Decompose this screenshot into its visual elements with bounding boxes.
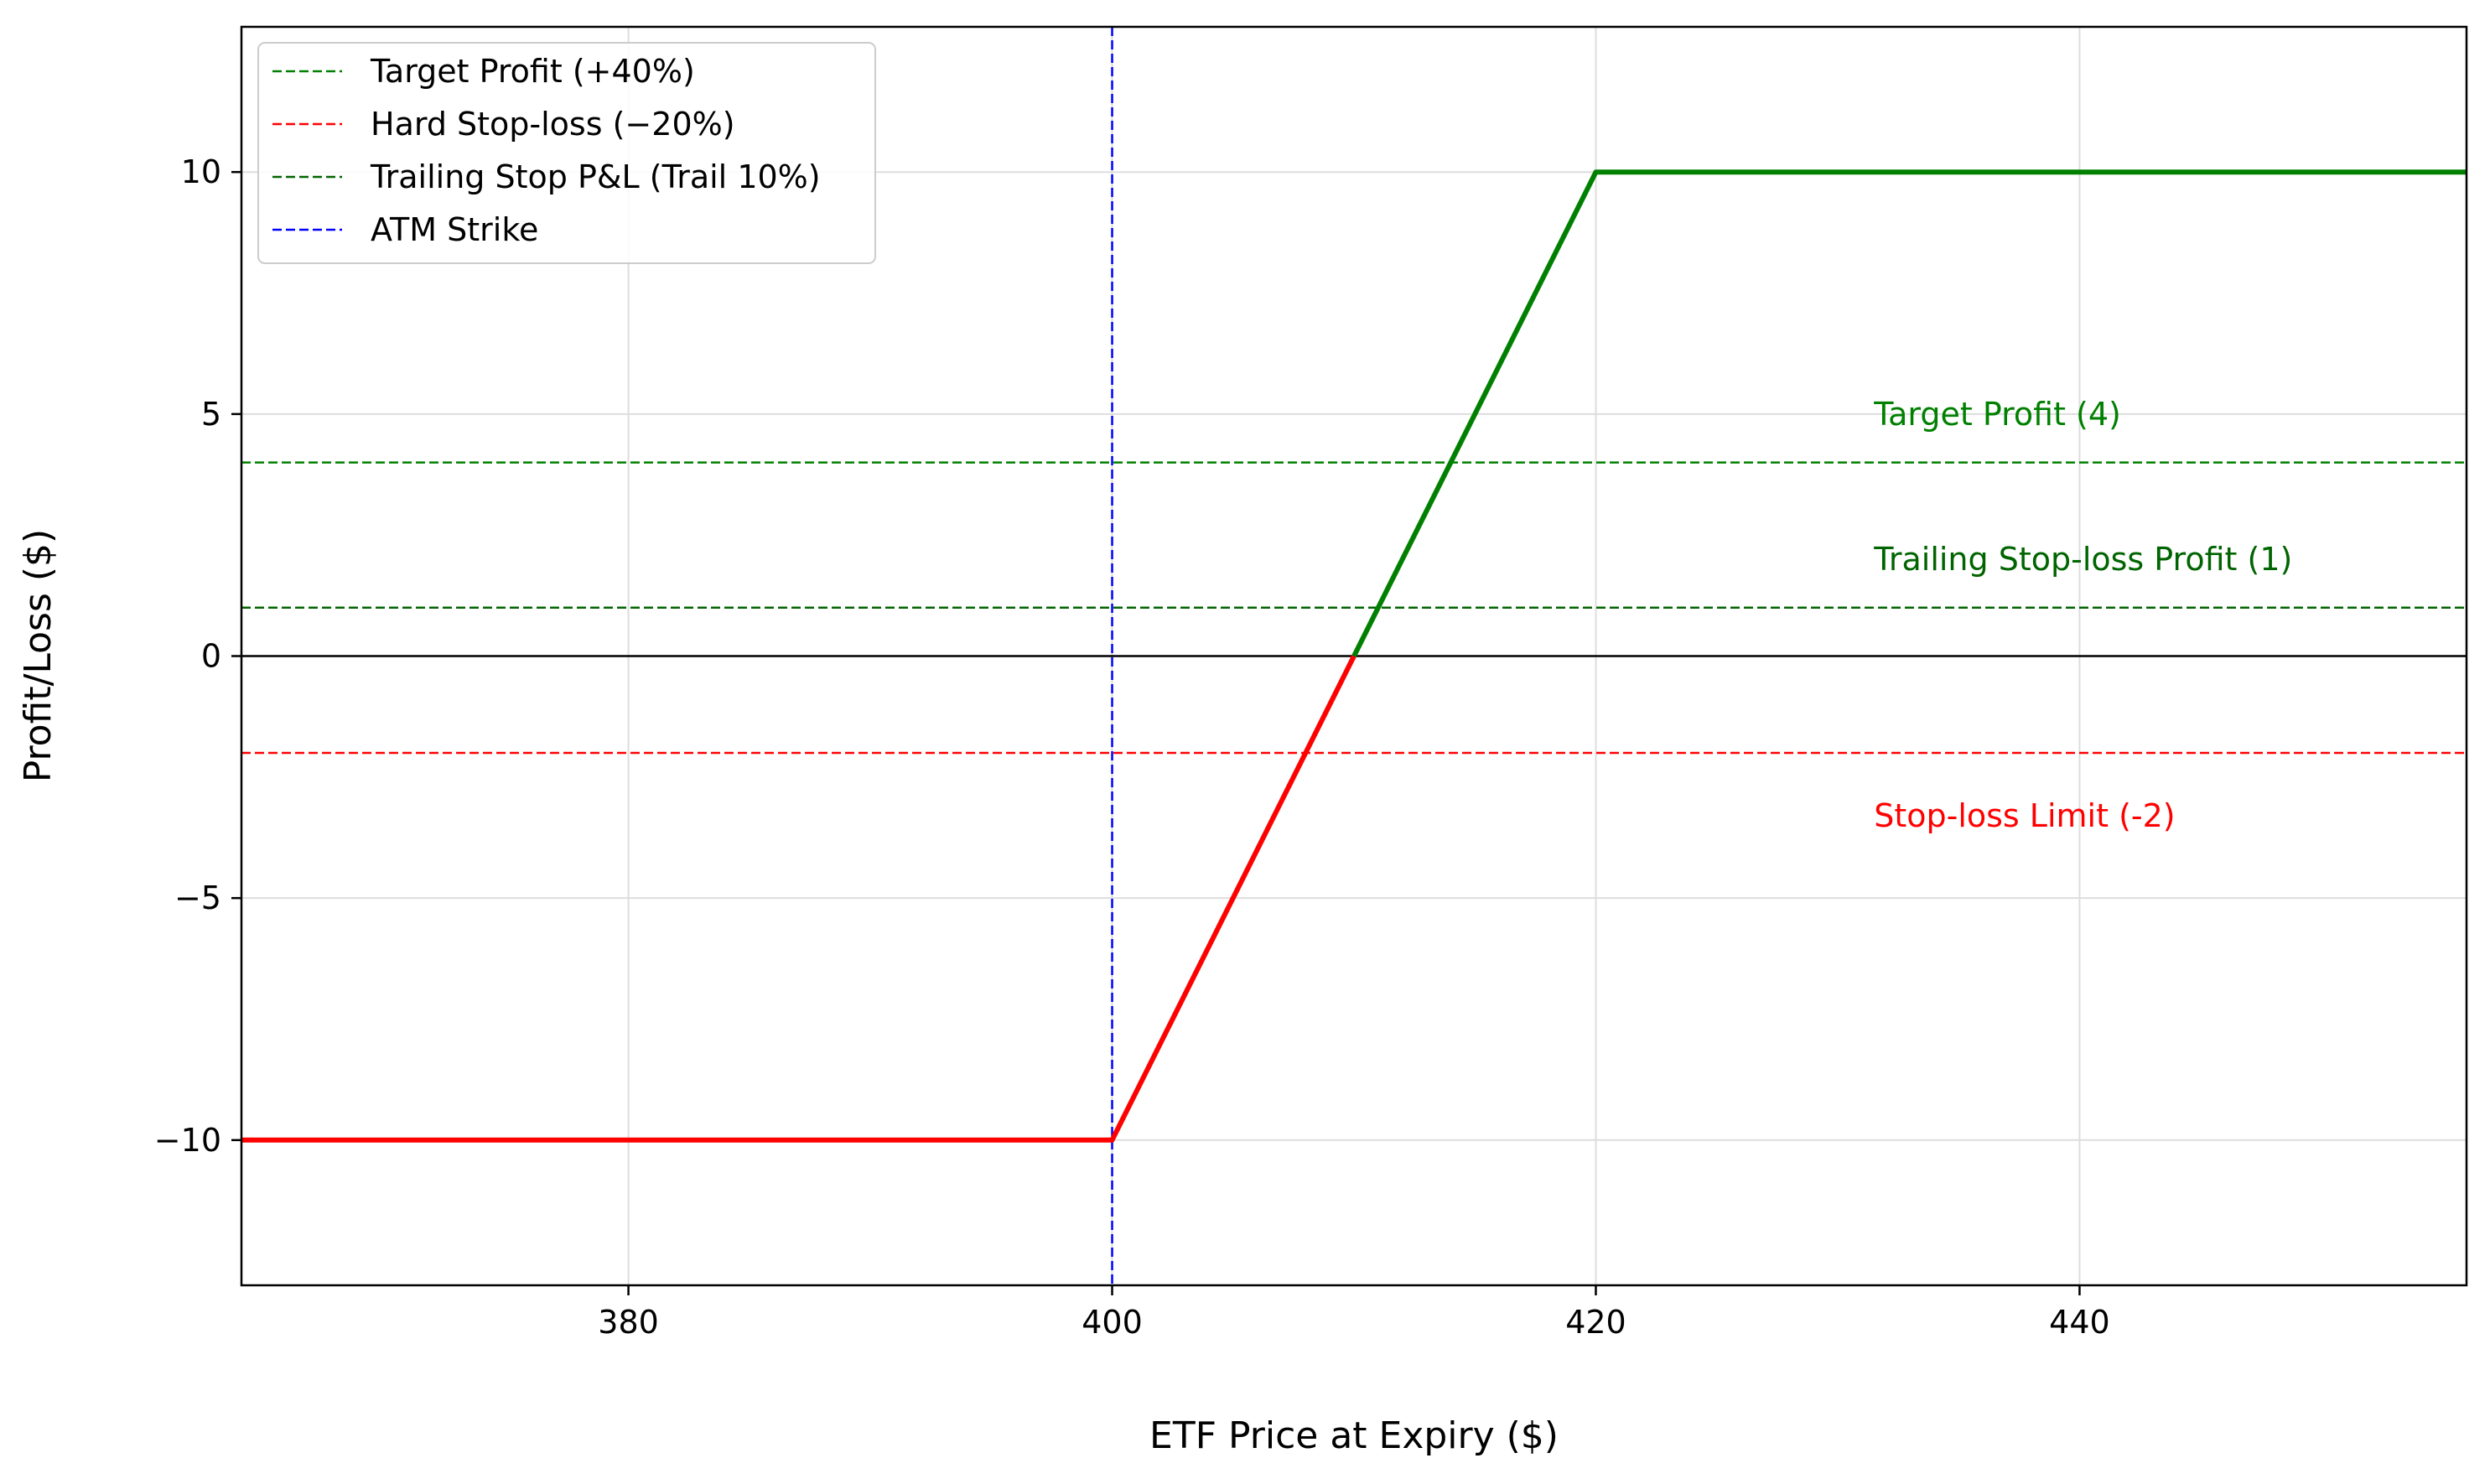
x-tick-label: 420 xyxy=(1565,1304,1626,1341)
y-tick-label: −5 xyxy=(174,880,221,916)
legend-label: Hard Stop-loss (−20%) xyxy=(371,106,735,143)
y-axis-title: Profit/Loss ($) xyxy=(17,529,60,782)
y-tick-label: 10 xyxy=(181,153,221,190)
x-tick-label: 400 xyxy=(1082,1304,1143,1341)
payoff-series xyxy=(241,169,2467,1143)
reference-lines xyxy=(241,27,2467,1285)
legend-label: Trailing Stop P&L (Trail 10%) xyxy=(370,158,821,195)
annotation-label: Trailing Stop-loss Profit (1) xyxy=(1873,541,2292,578)
x-axis-title: ETF Price at Expiry ($) xyxy=(1149,1414,1559,1457)
y-tick-label: 0 xyxy=(201,638,221,675)
x-tick-label: 440 xyxy=(2049,1304,2110,1341)
annotations: Target Profit (4) Trailing Stop-loss Prof… xyxy=(1873,396,2292,834)
y-tick-label: 5 xyxy=(201,396,221,433)
payoff-loss-line xyxy=(241,655,1357,1143)
x-tick-label: 380 xyxy=(598,1304,659,1341)
legend: Target Profit (+40%) Hard Stop-loss (−20%… xyxy=(257,42,876,264)
y-tick-label: −10 xyxy=(154,1122,221,1159)
payoff-profit-line xyxy=(1351,169,2467,657)
legend-label: Target Profit (+40%) xyxy=(370,53,695,90)
annotation-label: Target Profit (4) xyxy=(1873,396,2121,433)
annotation-label: Stop-loss Limit (-2) xyxy=(1874,797,2175,834)
legend-label: ATM Strike xyxy=(371,211,538,248)
legend-box xyxy=(257,42,876,264)
axis-ticks: 380 400 420 440 −10 −5 0 5 10 xyxy=(154,153,2110,1341)
